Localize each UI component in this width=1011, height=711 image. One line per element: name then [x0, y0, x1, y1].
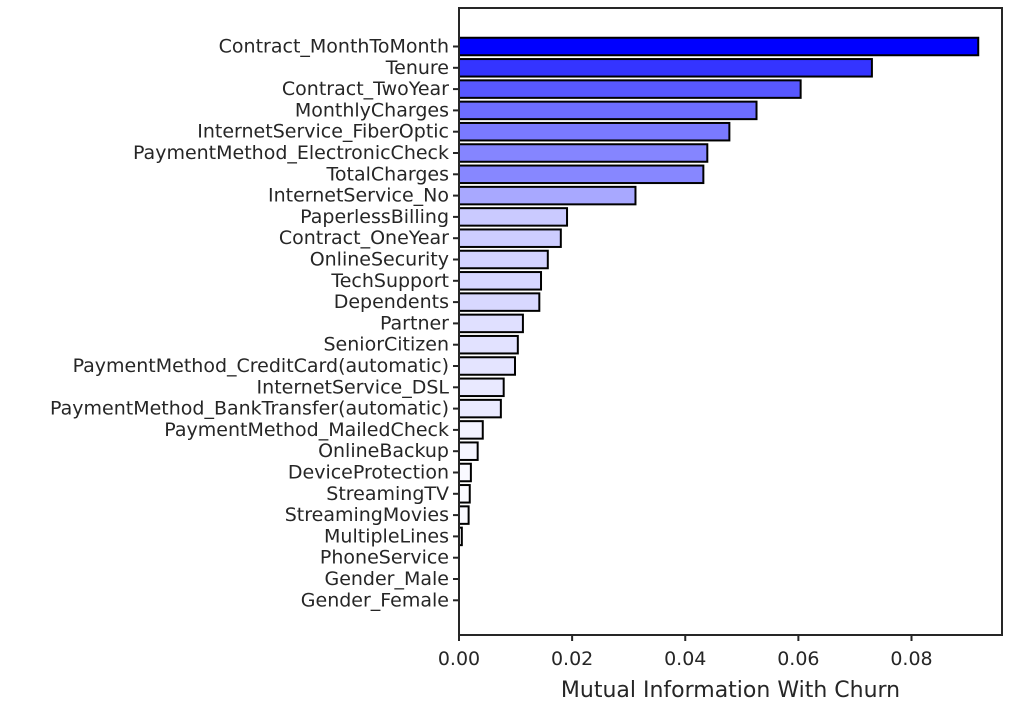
x-tick-label: 0.06	[777, 648, 819, 670]
bar-StreamingTV	[458, 484, 471, 504]
plot-frame	[458, 7, 1003, 636]
category-label: Gender_Male	[324, 568, 449, 590]
category-label: PaymentMethod_MailedCheck	[164, 419, 449, 441]
category-label: Contract_TwoYear	[282, 78, 449, 100]
bar-TotalCharges	[458, 164, 705, 185]
bars-group	[458, 36, 980, 547]
bar-DeviceProtection	[458, 462, 472, 483]
bar-PaperlessBilling	[458, 207, 569, 227]
category-label: Partner	[380, 312, 449, 334]
category-label: InternetService_DSL	[257, 376, 450, 398]
x-ticks: 0.00 0.02 0.04 0.06 0.08	[438, 635, 933, 670]
category-label: PaymentMethod_CreditCard(automatic)	[73, 355, 449, 377]
x-tick-label: 0.08	[890, 648, 932, 670]
bar-PaymentMethod_BankTransfer(automatic)	[458, 398, 502, 419]
category-label: TotalCharges	[326, 163, 449, 185]
category-labels: Contract_MonthToMonthTenureContract_TwoY…	[50, 36, 459, 611]
category-label: TechSupport	[330, 270, 449, 292]
bar-SeniorCitizen	[458, 334, 519, 355]
bar-Contract_TwoYear	[458, 79, 802, 99]
bar-Contract_MonthToMonth	[458, 36, 980, 57]
x-tick-label: 0.00	[438, 648, 480, 670]
category-label: StreamingTV	[326, 483, 449, 505]
bar-InternetService_FiberOptic	[458, 121, 731, 142]
category-label: Gender_Female	[301, 589, 449, 611]
category-label: Dependents	[334, 291, 449, 313]
category-label: Tenure	[385, 57, 449, 79]
x-tick-label: 0.02	[551, 648, 593, 670]
category-label: InternetService_FiberOptic	[197, 121, 449, 143]
category-label: OnlineBackup	[318, 440, 449, 462]
category-label: SeniorCitizen	[324, 334, 450, 356]
category-label: Contract_OneYear	[279, 227, 449, 249]
bar-TechSupport	[458, 271, 543, 291]
x-axis-label: Mutual Information With Churn	[561, 678, 900, 703]
bar-Tenure	[458, 58, 873, 78]
bar-InternetService_DSL	[458, 377, 505, 398]
category-label: DeviceProtection	[288, 462, 449, 484]
bar-InternetService_No	[458, 185, 637, 206]
category-label: PaperlessBilling	[300, 206, 449, 228]
bar-Dependents	[458, 292, 541, 312]
bar-PaymentMethod_ElectronicCheck	[458, 143, 709, 163]
bar-Partner	[458, 313, 524, 334]
category-label: InternetService_No	[268, 185, 449, 207]
bar-PaymentMethod_CreditCard(automatic)	[458, 356, 516, 376]
bar-OnlineBackup	[458, 441, 479, 461]
category-label: PaymentMethod_BankTransfer(automatic)	[50, 398, 449, 420]
bar-OnlineSecurity	[458, 249, 549, 270]
x-tick-label: 0.04	[664, 648, 706, 670]
bar-MonthlyCharges	[458, 100, 758, 121]
category-label: StreamingMovies	[285, 504, 449, 526]
category-label: MonthlyCharges	[295, 99, 449, 121]
category-label: MultipleLines	[324, 525, 449, 547]
category-label: Contract_MonthToMonth	[219, 36, 449, 58]
category-label: OnlineSecurity	[310, 249, 449, 271]
bar-Contract_OneYear	[458, 228, 562, 248]
category-label: PaymentMethod_ElectronicCheck	[133, 142, 449, 164]
category-label: PhoneService	[320, 547, 449, 569]
bar-PaymentMethod_MailedCheck	[458, 420, 484, 440]
bar-StreamingMovies	[458, 505, 470, 525]
